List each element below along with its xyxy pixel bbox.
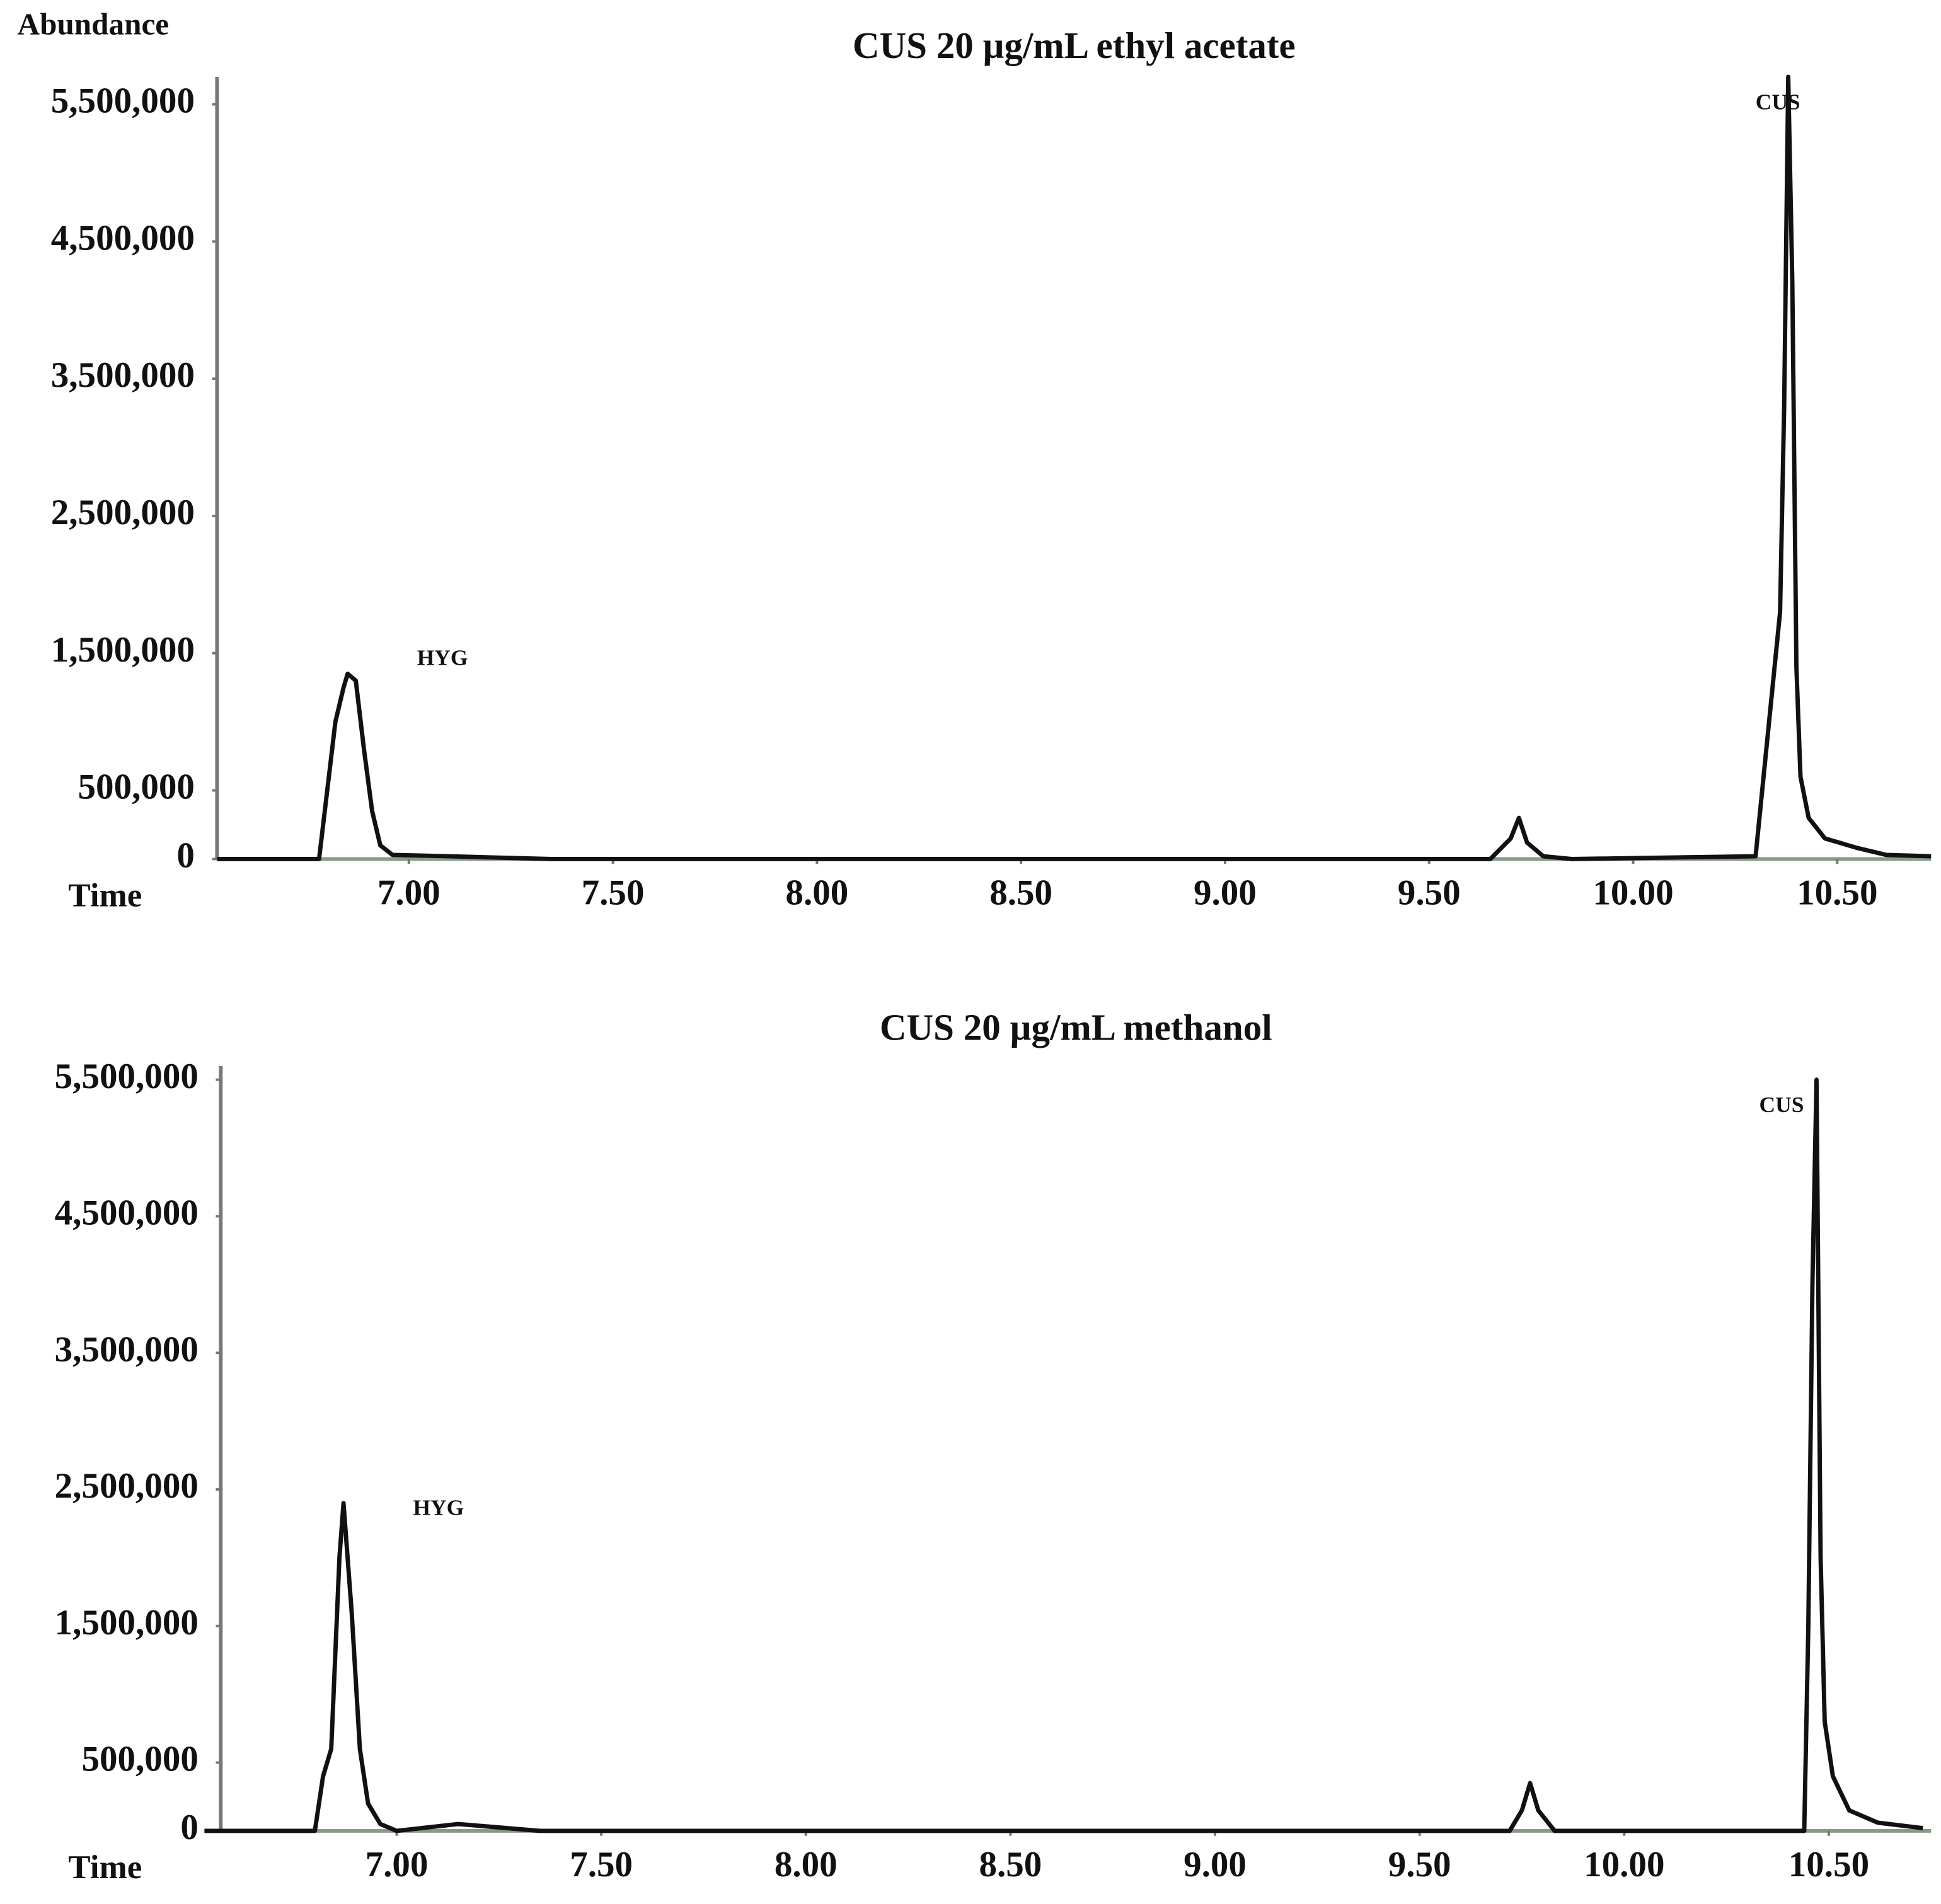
y-tick-label: 0 xyxy=(176,836,195,876)
peak-label: HYG xyxy=(413,1495,464,1520)
x-tick-label: 8.00 xyxy=(775,1845,838,1884)
y-tick-label: 4,500,000 xyxy=(51,218,195,258)
x-axis-label: Time xyxy=(68,878,142,914)
chromatogram-trace xyxy=(217,74,1932,861)
peak-label: CUS xyxy=(1760,1092,1804,1117)
x-tick-label: 8.50 xyxy=(989,873,1052,913)
peak-label: HYG xyxy=(417,645,468,670)
y-axis-label: Abundance xyxy=(18,7,170,42)
x-tick-label: 7.00 xyxy=(377,873,441,913)
x-tick-label: 7.50 xyxy=(582,873,645,913)
x-tick-label: 10.00 xyxy=(1584,1845,1664,1884)
y-tick-label: 4,500,000 xyxy=(55,1193,199,1233)
y-tick-label: 500,000 xyxy=(78,767,195,807)
y-tick-label: 3,500,000 xyxy=(51,355,195,395)
peak-label: CUS xyxy=(1756,89,1800,115)
x-tick-label: 8.50 xyxy=(979,1845,1042,1884)
x-tick-label: 9.50 xyxy=(1388,1845,1451,1884)
y-tick-label: 5,500,000 xyxy=(51,81,195,121)
chart-title: CUS 20 µg/mL ethyl acetate xyxy=(853,25,1296,66)
y-tick-label: 0 xyxy=(180,1808,199,1847)
y-tick-label: 2,500,000 xyxy=(51,493,195,532)
y-tick-label: 3,500,000 xyxy=(55,1329,199,1369)
x-tick-label: 10.50 xyxy=(1788,1845,1869,1884)
y-tick-label: 500,000 xyxy=(81,1740,198,1779)
x-tick-label: 7.00 xyxy=(366,1845,429,1884)
chart-title: CUS 20 µg/mL methanol xyxy=(880,1006,1272,1048)
x-tick-label: 10.00 xyxy=(1593,873,1673,913)
y-tick-label: 5,500,000 xyxy=(55,1057,199,1096)
y-tick-label: 1,500,000 xyxy=(51,630,195,670)
x-tick-label: 8.00 xyxy=(785,873,848,913)
x-tick-label: 9.00 xyxy=(1194,873,1257,913)
y-tick-label: 2,500,000 xyxy=(55,1466,199,1506)
x-tick-label: 9.50 xyxy=(1398,873,1461,913)
x-tick-label: 10.50 xyxy=(1797,873,1877,913)
chromatogram-trace xyxy=(204,1077,1923,1833)
x-tick-label: 9.00 xyxy=(1184,1845,1247,1884)
x-axis-label: Time xyxy=(68,1849,142,1886)
x-tick-label: 7.50 xyxy=(570,1845,633,1884)
y-tick-label: 1,500,000 xyxy=(55,1603,199,1643)
